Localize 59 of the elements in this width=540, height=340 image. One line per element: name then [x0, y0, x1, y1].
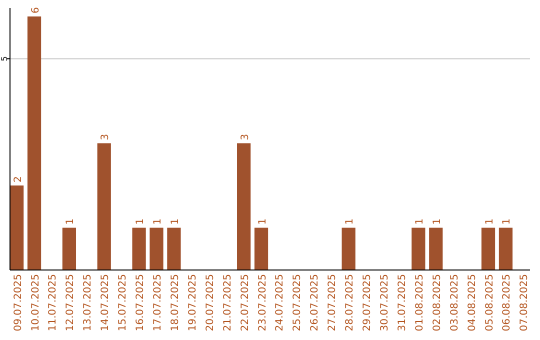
x-tick-label: 22.07.2025	[240, 274, 251, 332]
bar	[342, 228, 356, 270]
data-label: 6	[30, 7, 42, 14]
bar	[132, 228, 146, 270]
bar	[167, 228, 181, 270]
x-tick-label: 31.07.2025	[396, 274, 408, 332]
data-label: 3	[240, 134, 251, 140]
x-tick-label: 04.08.2025	[466, 274, 478, 332]
x-tick-label: 02.08.2025	[432, 274, 443, 332]
bar	[150, 228, 164, 270]
bar	[27, 16, 42, 270]
data-label: 2	[12, 176, 24, 182]
data-label: 1	[344, 218, 356, 225]
x-tick-label: 24.07.2025	[274, 274, 286, 332]
data-label: 1	[414, 218, 426, 225]
x-tick-label: 20.07.2025	[204, 274, 216, 332]
x-tick-label: 06.08.2025	[502, 274, 513, 332]
x-tick-label: 01.08.2025	[414, 274, 426, 332]
x-tick-label: 30.07.2025	[380, 274, 390, 332]
bar	[10, 185, 24, 270]
x-tick-label: 28.07.2025	[344, 274, 356, 332]
x-tick-label: 17.07.2025	[152, 274, 164, 332]
data-label: 1	[432, 218, 443, 225]
x-tick-label: 07.08.2025	[519, 274, 530, 332]
data-label: 1	[152, 218, 164, 225]
x-tick-label: 10.07.2025	[30, 274, 42, 332]
x-tick-label: 27.07.2025	[327, 274, 338, 332]
x-tick-label: 29.07.2025	[362, 274, 374, 332]
data-label: 1	[502, 218, 513, 225]
x-tick-label: 25.07.2025	[292, 274, 304, 332]
data-label: 3	[100, 134, 112, 140]
data-label: 1	[65, 218, 76, 225]
x-tick-label: 14.07.2025	[100, 274, 112, 332]
x-tick-label: 19.07.2025	[187, 274, 198, 332]
bar	[481, 228, 496, 270]
data-label: 1	[135, 218, 146, 225]
y-tick-label: 5	[0, 56, 9, 62]
x-tick-label: 11.07.2025	[48, 274, 59, 332]
data-label: 1	[484, 218, 496, 225]
x-tick-label: 21.07.2025	[222, 274, 234, 332]
data-label: 1	[257, 218, 268, 225]
bar	[62, 228, 76, 270]
bar	[429, 228, 443, 270]
x-tick-label: 13.07.2025	[82, 274, 94, 332]
x-tick-label: 12.07.2025	[65, 274, 76, 332]
x-tick-label: 16.07.2025	[135, 274, 146, 332]
x-tick-label: 18.07.2025	[170, 274, 181, 332]
x-tick-label: 15.07.2025	[118, 274, 129, 332]
bar	[237, 143, 251, 270]
x-tick-label: 03.08.2025	[449, 274, 460, 332]
x-tick-label: 26.07.2025	[310, 274, 321, 332]
data-label: 1	[170, 218, 181, 225]
bar	[498, 228, 513, 270]
x-tick-label: 23.07.2025	[257, 274, 268, 332]
bar	[412, 228, 426, 270]
x-tick-label: 05.08.2025	[484, 274, 496, 332]
bar	[254, 228, 268, 270]
x-tick-label: 09.07.2025	[12, 274, 24, 332]
bar	[97, 143, 111, 270]
